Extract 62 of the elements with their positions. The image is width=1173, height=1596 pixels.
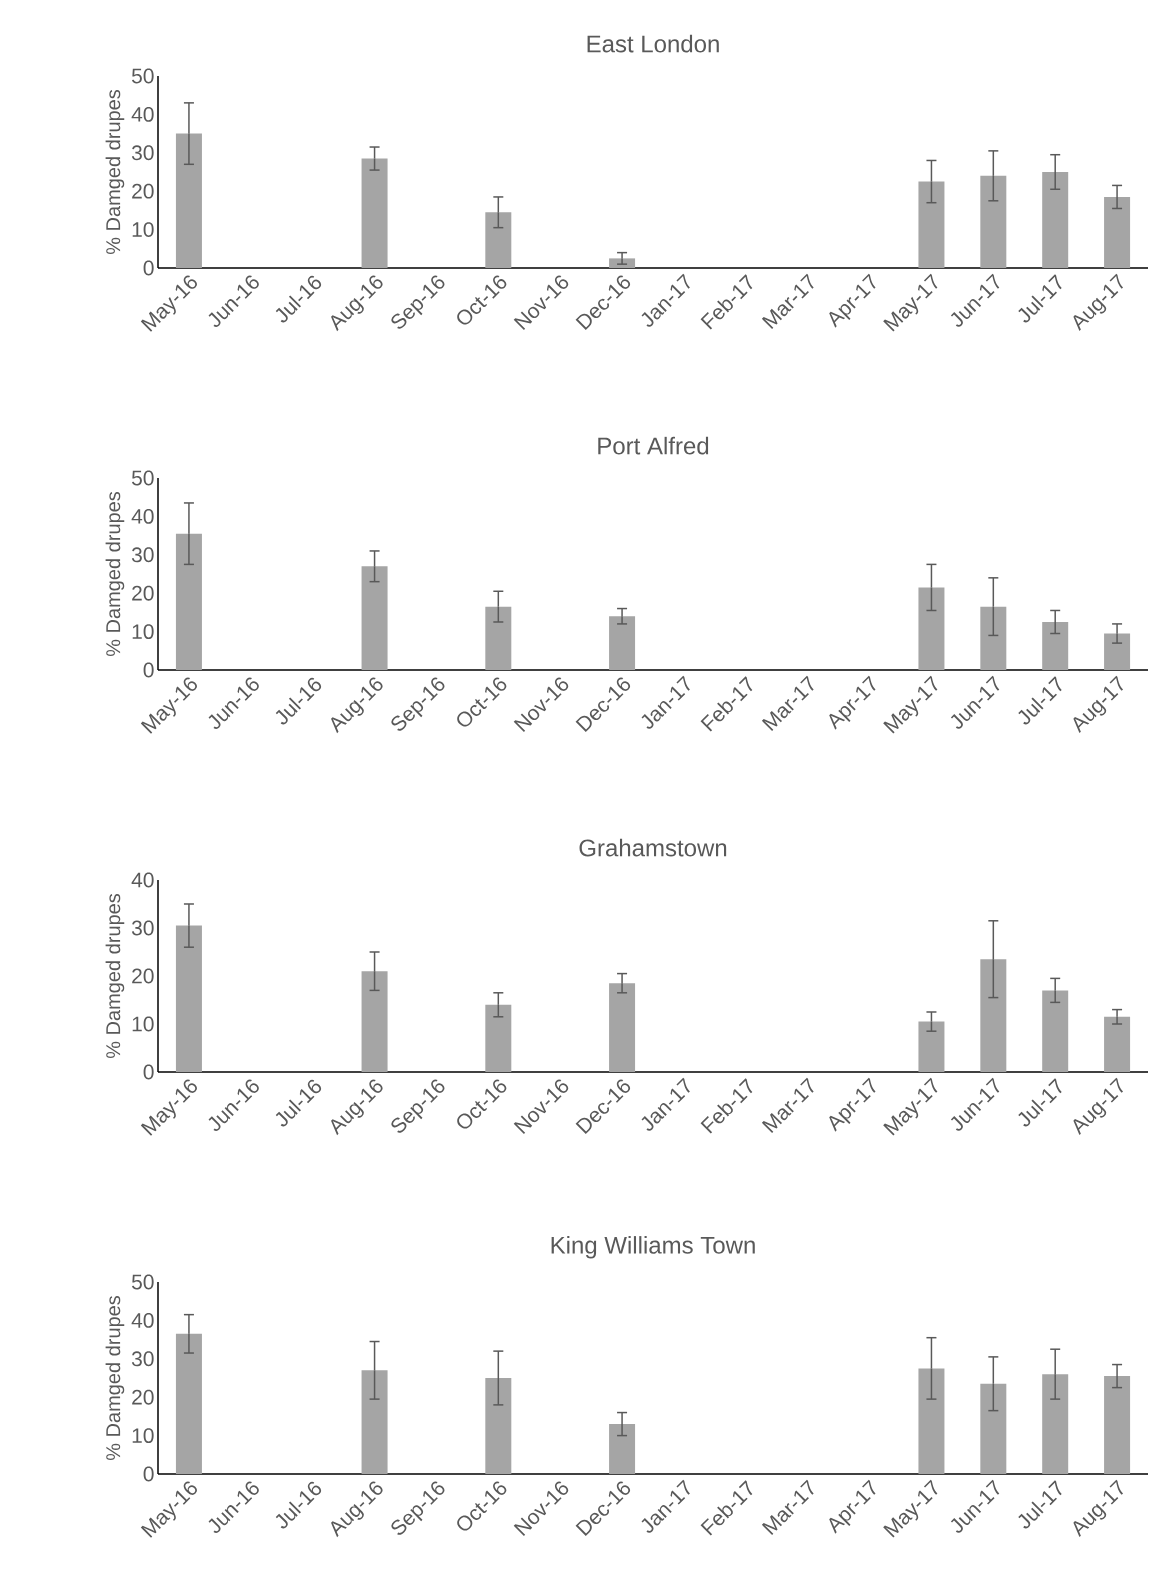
- y-tick-label: 20: [132, 1389, 154, 1405]
- y-tick-label: 40: [131, 872, 154, 888]
- y-tick-label: 30: [131, 920, 154, 936]
- y-tick-label: 0: [143, 1466, 154, 1482]
- bar: [1042, 990, 1069, 1072]
- y-tick-label: 40: [131, 1312, 154, 1328]
- bar: [1042, 621, 1069, 670]
- bar: [980, 959, 1007, 1072]
- bar: [918, 1021, 945, 1072]
- bar: [918, 1368, 945, 1474]
- bar: [175, 533, 202, 670]
- bar: [1104, 1016, 1131, 1072]
- bar: [361, 1370, 388, 1474]
- y-tick-label: 40: [131, 508, 154, 524]
- bar: [485, 606, 512, 670]
- y-axis-title: % Damged drupes: [105, 89, 125, 255]
- y-tick-label: 10: [132, 1016, 154, 1032]
- bar: [918, 587, 945, 670]
- y-tick-label: 10: [132, 1428, 154, 1444]
- bar: [361, 971, 388, 1072]
- chart-title: Grahamstown: [579, 838, 727, 857]
- bar: [609, 983, 636, 1072]
- bar: [1104, 1376, 1131, 1474]
- chart-title: East London: [587, 34, 719, 53]
- bar: [1104, 196, 1131, 268]
- y-tick-label: 0: [143, 1064, 154, 1080]
- bar: [485, 212, 512, 268]
- y-tick-label: 50: [131, 1274, 154, 1290]
- y-axis-title: % Damged drupes: [105, 893, 125, 1059]
- y-tick-label: 10: [132, 222, 154, 238]
- bar: [918, 181, 945, 268]
- y-tick-label: 30: [131, 547, 154, 563]
- y-tick-label: 0: [143, 662, 154, 678]
- y-tick-label: 50: [131, 68, 154, 84]
- y-tick-label: 30: [131, 1351, 154, 1367]
- y-tick-label: 40: [131, 106, 154, 122]
- bar: [1042, 1374, 1069, 1474]
- bar: [175, 133, 202, 268]
- bar: [609, 616, 636, 670]
- bar: [361, 158, 388, 268]
- chart-title: King Williams Town: [551, 1236, 755, 1259]
- bar: [1042, 171, 1069, 268]
- bar: [980, 175, 1007, 268]
- y-tick-label: 20: [132, 585, 154, 601]
- bar: [1104, 633, 1131, 670]
- y-axis-title: % Damged drupes: [105, 1295, 125, 1461]
- bar: [175, 925, 202, 1072]
- bar: [485, 1378, 512, 1474]
- y-tick-label: 30: [131, 145, 154, 161]
- bar: [980, 1383, 1007, 1474]
- bar: [175, 1333, 202, 1474]
- bar: [980, 606, 1007, 670]
- chart-title: Port Alfred: [598, 436, 709, 455]
- y-tick-label: 20: [132, 968, 154, 984]
- y-tick-label: 50: [131, 470, 154, 486]
- y-axis-title: % Damged drupes: [105, 491, 125, 657]
- y-tick-label: 20: [132, 183, 154, 199]
- y-tick-label: 10: [132, 624, 154, 640]
- y-tick-label: 0: [143, 260, 154, 276]
- bar: [609, 1424, 636, 1474]
- bar: [485, 1004, 512, 1072]
- bar: [361, 566, 388, 670]
